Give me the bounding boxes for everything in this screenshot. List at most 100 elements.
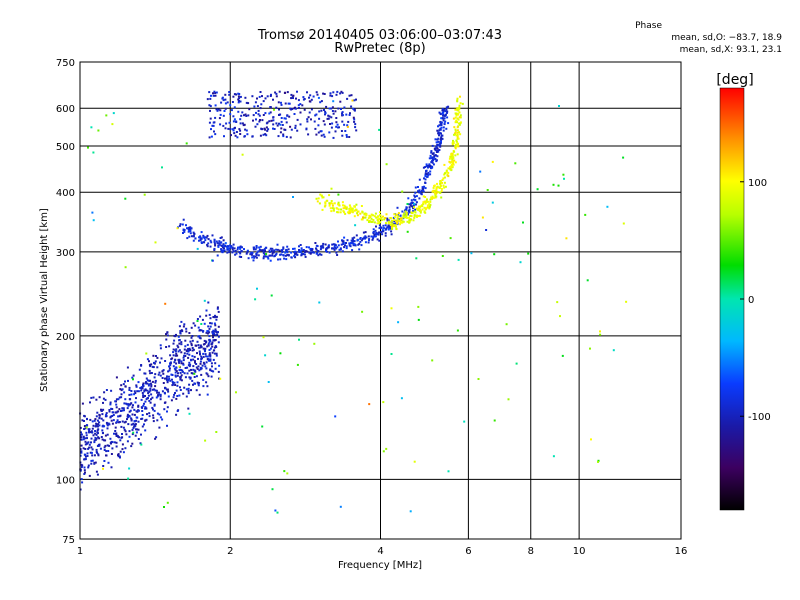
data-point [437,140,440,143]
data-point [213,339,216,342]
data-point [264,255,267,258]
data-point [285,121,288,124]
data-point [390,225,393,228]
data-point [327,244,330,247]
data-point [299,123,302,126]
data-point [527,252,530,255]
data-point [188,361,191,364]
data-point [145,377,148,380]
data-point [124,447,127,450]
data-point [87,464,90,467]
data-point [285,258,288,261]
data-point [260,103,263,106]
data-point [368,238,371,241]
data-point [330,116,333,119]
data-point [378,218,381,220]
data-point [207,238,210,241]
data-point [243,123,246,126]
data-point [330,210,333,213]
data-point [452,117,455,120]
data-point [232,95,235,98]
data-point [435,191,438,194]
data-point [481,216,484,219]
data-point [169,364,172,367]
data-point [463,420,466,423]
data-point [199,236,202,239]
data-point [552,455,555,458]
data-point [168,345,171,348]
data-point [202,347,205,350]
data-point [376,216,379,219]
data-point [519,261,522,264]
data-point [381,233,384,236]
data-point [285,249,288,252]
data-point [123,409,125,412]
data-point [194,361,196,364]
data-point [315,248,318,251]
data-point [436,185,439,188]
data-point [208,331,211,334]
data-point [390,226,393,229]
data-point [117,398,120,401]
data-point [396,206,399,209]
data-point [425,200,428,202]
data-point [190,227,193,230]
data-point [390,307,393,310]
data-point [270,93,272,96]
data-point [146,382,149,385]
data-point [150,398,152,401]
data-point [286,253,289,256]
data-point [369,220,372,223]
data-point [84,453,87,456]
data-point [214,315,217,318]
data-point [272,127,274,130]
data-point [254,125,257,128]
data-point [428,207,431,210]
data-point [346,239,349,242]
data-point [441,117,444,120]
data-point [238,255,241,258]
data-point [159,395,162,398]
data-point [180,341,183,344]
data-point [415,195,418,198]
data-point [342,204,344,207]
data-point [166,334,169,337]
data-point [244,113,247,116]
data-point [105,412,108,415]
data-point [415,201,418,204]
data-point [284,251,287,254]
data-point [137,381,140,384]
data-point [260,128,263,131]
data-point [322,242,325,245]
data-point [176,384,179,387]
data-point [192,239,195,242]
data-point [357,210,360,213]
data-point [132,431,135,434]
data-point [115,421,118,424]
data-point [261,95,263,98]
data-point [310,108,313,111]
data-point [217,331,219,334]
data-point [441,255,444,257]
data-point [443,117,446,120]
data-point [194,324,197,327]
data-point [178,359,181,362]
data-point [332,207,335,210]
data-point [79,488,82,491]
data-point [522,221,524,224]
data-point [457,113,459,116]
data-point [275,106,278,109]
data-point [325,247,328,250]
data-point [150,363,153,366]
data-point [443,176,446,179]
data-point [176,227,179,230]
data-point [90,446,93,449]
data-point [214,94,217,97]
data-point [200,367,203,370]
data-point [159,398,162,401]
data-point [332,209,335,212]
data-point [210,362,213,365]
data-point [203,348,206,351]
data-point [405,213,408,216]
